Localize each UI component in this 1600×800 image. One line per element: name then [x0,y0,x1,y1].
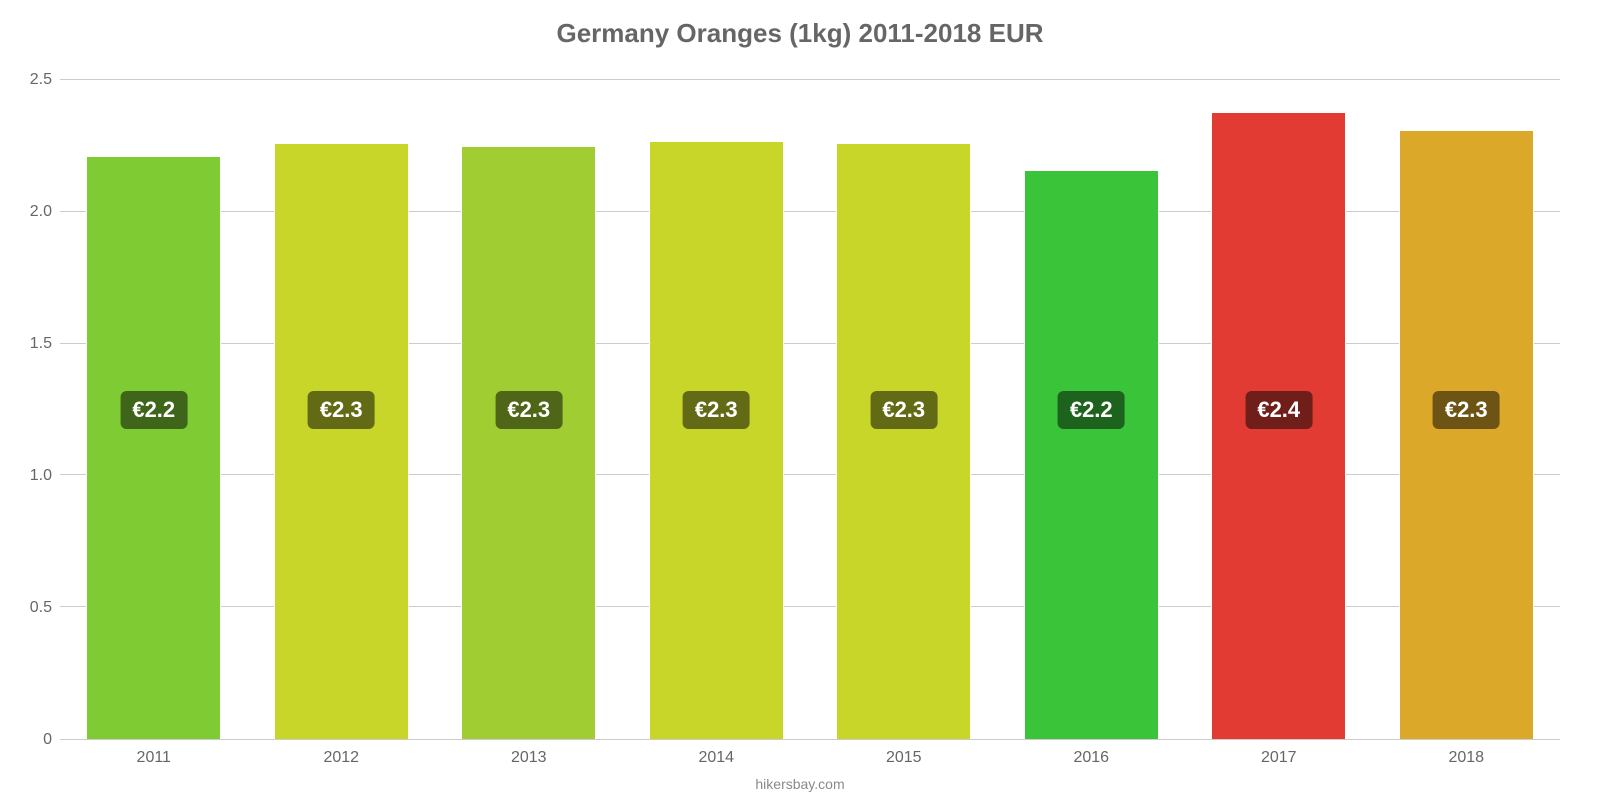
bar-slot: €2.32012 [248,80,436,739]
x-tick-label: 2017 [1185,749,1373,767]
value-badge: €2.3 [870,391,937,429]
bar-slot: €2.42017 [1185,80,1373,739]
value-badge: €2.3 [308,391,375,429]
bar: €2.2 [86,156,221,739]
bar-slot: €2.22011 [60,80,248,739]
bar: €2.3 [1399,130,1534,739]
value-badge: €2.3 [495,391,562,429]
chart-title: Germany Oranges (1kg) 2011-2018 EUR [0,18,1600,49]
x-tick-label: 2012 [248,749,436,767]
value-badge: €2.3 [1433,391,1500,429]
plot-area: €2.22011€2.32012€2.32013€2.32014€2.32015… [60,80,1560,740]
bar-slot: €2.32014 [623,80,811,739]
bars-container: €2.22011€2.32012€2.32013€2.32014€2.32015… [60,80,1560,739]
y-tick-label: 1.5 [2,335,52,353]
x-tick-label: 2015 [810,749,998,767]
value-badge: €2.4 [1245,391,1312,429]
x-tick-label: 2016 [998,749,1186,767]
x-tick-label: 2018 [1373,749,1561,767]
y-tick-label: 1.0 [2,467,52,485]
bar: €2.2 [1024,170,1159,739]
bar: €2.3 [649,141,784,739]
bar: €2.4 [1211,112,1346,739]
y-tick-label: 2.5 [2,71,52,89]
y-tick-label: 0.5 [2,599,52,617]
y-tick-label: 0 [2,731,52,749]
bar: €2.3 [836,143,971,739]
bar-slot: €2.32018 [1373,80,1561,739]
x-tick-label: 2014 [623,749,811,767]
x-tick-label: 2013 [435,749,623,767]
value-badge: €2.2 [1058,391,1125,429]
bar: €2.3 [461,146,596,739]
attribution-text: hikersbay.com [0,776,1600,792]
value-badge: €2.3 [683,391,750,429]
bar-slot: €2.32015 [810,80,998,739]
value-badge: €2.2 [120,391,187,429]
y-tick-label: 2.0 [2,203,52,221]
bar-slot: €2.32013 [435,80,623,739]
x-tick-label: 2011 [60,749,248,767]
bar-slot: €2.22016 [998,80,1186,739]
bar: €2.3 [274,143,409,739]
